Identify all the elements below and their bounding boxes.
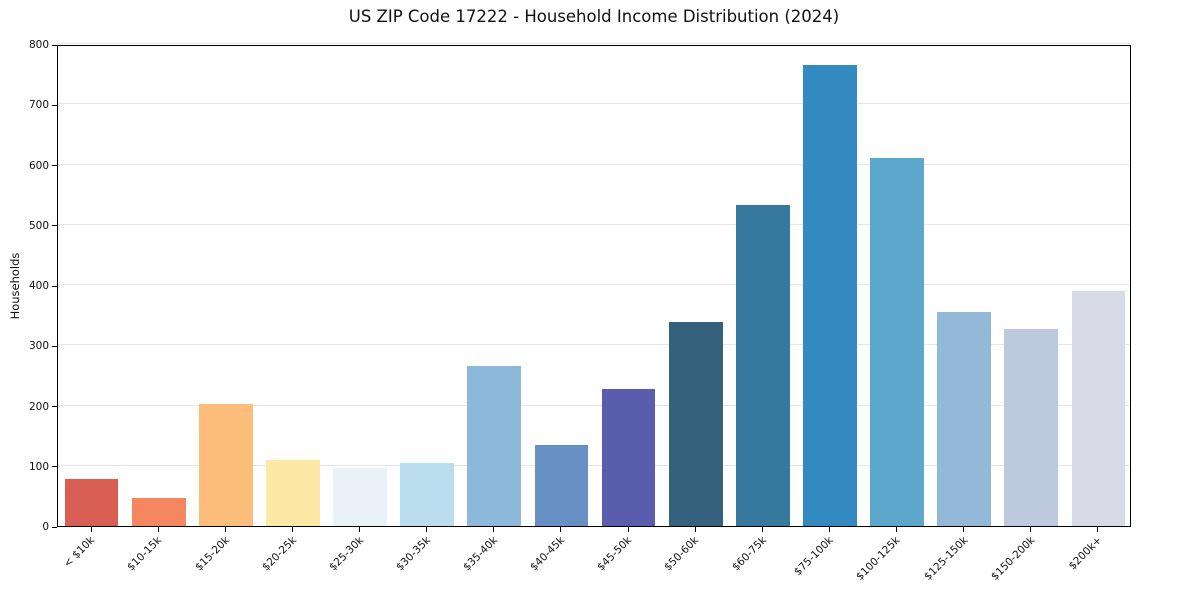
x-tick-label-$125-150k: $125-150k	[921, 534, 970, 583]
bar-$15-20k	[198, 404, 253, 526]
gridline-700	[58, 103, 1130, 105]
bar-$100-125k	[870, 158, 924, 526]
gridline-100	[58, 464, 1130, 466]
bar-$10-15k	[131, 498, 186, 526]
x-tick-label-$35-40k: $35-40k	[461, 534, 501, 574]
y-tick-mark-700	[52, 104, 57, 106]
x-tick-mark-$10-15k	[157, 527, 159, 532]
x-tick-label-$60-75k: $60-75k	[729, 534, 769, 574]
x-tick-label-$15-20k: $15-20k	[192, 534, 232, 574]
x-tick-mark-$50-60k	[694, 527, 696, 532]
bar-$75-100k	[803, 64, 857, 526]
bar-$40-45k	[534, 445, 589, 526]
bar-$60-75k	[735, 204, 790, 526]
bar-$35-40k	[467, 365, 522, 526]
x-tick-mark-$125-150k	[963, 527, 965, 532]
y-tick-mark-600	[52, 165, 57, 166]
x-tick-mark-$20-25k	[291, 527, 293, 532]
x-tick-label-$50-60k: $50-60k	[662, 534, 702, 574]
x-tick-label-$75-100k: $75-100k	[791, 534, 836, 579]
bar-< $10k	[64, 479, 119, 526]
y-tick-label-200: 200	[28, 400, 49, 413]
y-tick-mark-500	[52, 225, 57, 227]
y-tick-mark-0	[52, 526, 57, 528]
gridline-800	[58, 43, 1130, 44]
y-tick-label-400: 400	[28, 280, 49, 292]
y-tick-label-800: 800	[28, 39, 49, 51]
bar-$200k+	[1071, 291, 1126, 526]
y-tick-label-100: 100	[28, 460, 49, 473]
x-tick-label-$150-200k: $150-200k	[988, 534, 1038, 583]
y-tick-mark-100	[52, 466, 57, 468]
bar-$150-200k	[1004, 328, 1059, 526]
x-tick-mark-$45-50k	[627, 527, 629, 532]
x-tick-mark-$15-20k	[224, 527, 226, 532]
x-tick-mark-$40-45k	[560, 527, 562, 532]
x-tick-mark-$200k+	[1097, 527, 1099, 532]
y-tick-mark-400	[52, 285, 57, 287]
y-tick-mark-300	[52, 345, 57, 347]
x-tick-mark-$25-30k	[359, 527, 361, 532]
x-tick-mark-< $10k	[90, 527, 92, 532]
y-tick-label-0: 0	[42, 521, 49, 533]
x-tick-mark-$60-75k	[761, 527, 763, 532]
x-tick-label-$100-125k: $100-125k	[854, 534, 903, 583]
y-tick-mark-800	[52, 44, 57, 46]
x-tick-mark-$75-100k	[828, 527, 830, 532]
x-tick-label-$30-35k: $30-35k	[393, 534, 433, 574]
plot-area	[57, 43, 1131, 527]
x-tick-mark-$30-35k	[426, 527, 428, 532]
x-tick-mark-$100-125k	[896, 527, 898, 532]
gridline-300	[58, 344, 1130, 346]
x-tick-mark-$150-200k	[1030, 527, 1032, 532]
gridline-400	[58, 284, 1130, 285]
x-tick-label-$45-50k: $45-50k	[595, 534, 635, 574]
bar-$45-50k	[601, 389, 656, 526]
x-tick-label-< $10k: < $10k	[61, 534, 98, 570]
y-tick-label-600: 600	[28, 159, 49, 172]
y-tick-mark-200	[52, 406, 57, 407]
y-tick-label-500: 500	[28, 219, 49, 232]
bar-$50-60k	[668, 322, 723, 526]
gridline-200	[58, 404, 1130, 406]
x-tick-mark-$35-40k	[493, 527, 495, 532]
gridline-600	[58, 163, 1130, 165]
bar-$125-150k	[937, 312, 992, 526]
gridline-500	[58, 223, 1130, 225]
x-tick-label-$25-30k: $25-30k	[326, 534, 366, 574]
chart-title: US ZIP Code 17222 - Household Income Dis…	[348, 7, 840, 26]
x-tick-label-$200k+: $200k+	[1066, 534, 1105, 573]
x-tick-label-$40-45k: $40-45k	[528, 534, 568, 574]
x-tick-label-$20-25k: $20-25k	[259, 534, 299, 574]
bar-$25-30k	[333, 468, 387, 526]
y-tick-label-700: 700	[28, 99, 49, 112]
y-tick-label-300: 300	[28, 340, 49, 353]
x-tick-label-$10-15k: $10-15k	[125, 534, 165, 574]
bar-$30-35k	[400, 462, 455, 526]
bar-$20-25k	[266, 459, 320, 526]
